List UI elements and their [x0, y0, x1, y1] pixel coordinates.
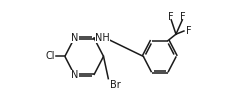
Text: F: F: [186, 26, 192, 36]
Text: N: N: [71, 33, 78, 43]
Text: F: F: [168, 12, 174, 22]
Text: F: F: [180, 12, 185, 22]
Text: Cl: Cl: [45, 51, 54, 61]
Text: NH: NH: [95, 33, 110, 43]
Text: N: N: [71, 70, 78, 80]
Text: Br: Br: [110, 80, 121, 90]
